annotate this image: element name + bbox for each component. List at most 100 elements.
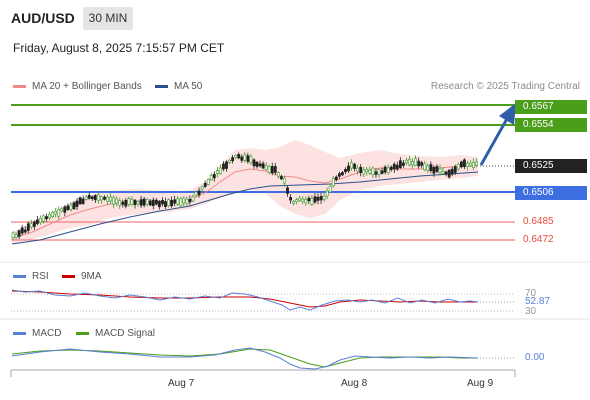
legend-ma20: MA 20 + Bollinger Bands: [13, 81, 142, 92]
candle-body: [405, 159, 408, 164]
price-label-resistance-2: 0.6554: [515, 118, 587, 132]
legend-ma50-label: MA 50: [174, 81, 203, 92]
candle-body: [276, 172, 280, 177]
legend-rsi: RSI: [13, 271, 49, 282]
candle-body: [386, 167, 390, 173]
candle-body: [115, 198, 119, 204]
price-label-current: 0.6525: [515, 159, 587, 173]
candle-body: [112, 197, 116, 205]
candle-body: [255, 161, 259, 167]
candle-body: [356, 167, 360, 172]
candle-body: [432, 167, 436, 174]
candle-body: [252, 159, 256, 167]
candle-body: [38, 218, 42, 224]
candle-body: [319, 196, 323, 201]
candle-body: [414, 158, 418, 166]
candle-body: [350, 162, 354, 169]
candle-body: [438, 168, 442, 173]
candle-body: [380, 170, 384, 174]
candle-body: [87, 194, 91, 199]
candle-body: [225, 161, 228, 169]
candle-body: [167, 199, 171, 206]
rsi-swatch: [13, 274, 26, 278]
candle-body: [328, 186, 332, 193]
candle-body: [170, 200, 174, 207]
candle-body: [136, 201, 140, 205]
candle-body: [322, 195, 326, 200]
candle-body: [447, 169, 451, 178]
candle-body: [472, 162, 476, 169]
candle-body: [435, 166, 439, 172]
candle-body: [444, 171, 448, 175]
candle-body: [142, 198, 146, 206]
candle-body: [66, 205, 70, 210]
legend-ma20-label: MA 20 + Bollinger Bands: [32, 81, 142, 92]
candle-body: [456, 164, 460, 170]
rsi-ma-swatch: [62, 274, 75, 278]
candle-body: [392, 163, 396, 170]
rsi-level-30-label: 30: [525, 306, 537, 317]
candle-body: [264, 165, 268, 171]
candle-body: [118, 200, 122, 206]
price-label-resistance-1: 0.6567: [515, 100, 587, 114]
candle-body: [228, 160, 232, 163]
ma20-swatch: [13, 84, 26, 88]
candle-body: [295, 199, 299, 203]
candle-body: [45, 216, 48, 220]
candle-body: [337, 173, 341, 177]
candle-body: [93, 195, 97, 201]
candle-body: [182, 197, 186, 204]
symbol-title: AUD/USD: [11, 10, 75, 26]
legend-macd-label: MACD: [32, 328, 62, 339]
credit-label: Research © 2025 Trading Central: [430, 81, 580, 92]
candle-body: [133, 199, 137, 206]
candle-body: [353, 163, 357, 169]
candle-body: [450, 168, 454, 175]
candle-body: [453, 166, 457, 173]
legend-ma50: MA 50: [155, 81, 202, 92]
candle-body: [57, 209, 61, 217]
candle-body: [203, 183, 207, 187]
candle-body: [54, 211, 58, 215]
candle-body: [325, 190, 329, 197]
candle-body: [84, 196, 88, 200]
candle-body: [90, 196, 94, 199]
candle-body: [176, 198, 180, 205]
candle-body: [240, 156, 244, 161]
candle-body: [219, 167, 222, 175]
candle-body: [237, 154, 241, 159]
candle-body: [426, 165, 430, 171]
price-label-pivot: 0.6506: [515, 186, 587, 200]
candle-body: [383, 166, 387, 173]
candle-body: [209, 175, 213, 181]
timeframe-button[interactable]: 30 MIN: [83, 7, 133, 30]
candle-body: [14, 234, 18, 238]
forecast-arrow-head: [499, 103, 516, 125]
candle-body: [261, 163, 265, 169]
candle-body: [161, 200, 164, 205]
candle-body: [344, 169, 347, 173]
candle-body: [334, 176, 338, 181]
candle-body: [191, 196, 195, 202]
legend-macd-signal-label: MACD Signal: [95, 328, 156, 339]
candle-body: [51, 212, 55, 217]
candle-body: [258, 163, 262, 167]
ma50-swatch: [155, 84, 168, 88]
candle-body: [206, 179, 210, 185]
candle-body: [148, 200, 152, 206]
candle-body: [78, 197, 82, 205]
candle-body: [216, 170, 219, 174]
candle-body: [75, 200, 79, 207]
candle-body: [124, 200, 128, 207]
rsi-ma-line: [11, 290, 478, 308]
candle-body: [17, 230, 21, 237]
candle-body: [362, 169, 366, 175]
candle-body: [106, 196, 109, 202]
candle-body: [377, 169, 381, 175]
candle-body: [121, 201, 125, 205]
macd-signal-swatch: [76, 331, 89, 335]
candle-body: [234, 155, 238, 159]
candle-body: [243, 154, 247, 161]
candle-body: [365, 169, 369, 172]
candle-body: [249, 156, 253, 163]
